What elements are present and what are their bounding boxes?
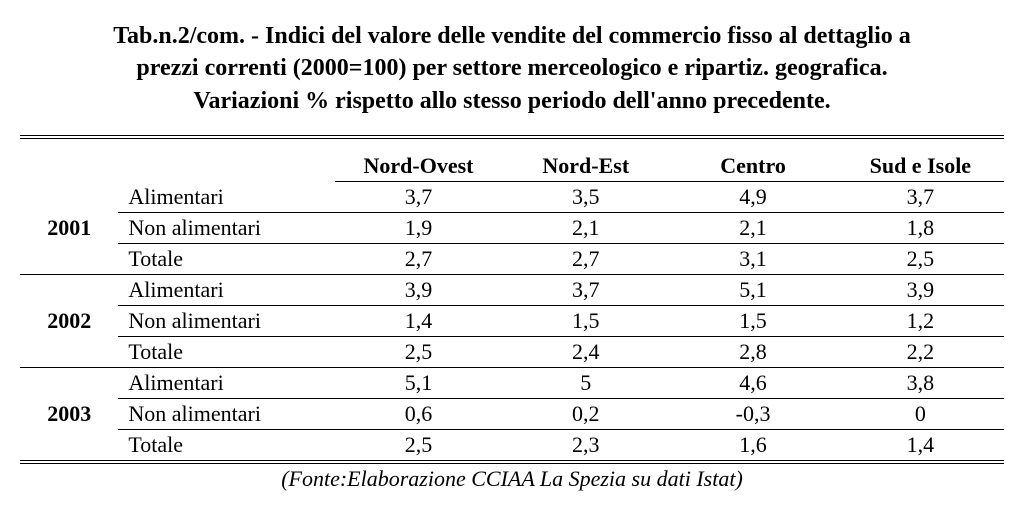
- col-nord-est: Nord-Est: [502, 151, 669, 182]
- cell: 3,9: [837, 275, 1004, 306]
- cell: 2,5: [335, 430, 502, 463]
- cell: 1,2: [837, 306, 1004, 337]
- table-row: 2003 Alimentari 5,1 5 4,6 3,8: [20, 368, 1004, 399]
- col-nord-ovest: Nord-Ovest: [335, 151, 502, 182]
- cell: 2,1: [669, 213, 836, 244]
- cat-totale: Totale: [118, 337, 334, 368]
- cell: 3,7: [335, 182, 502, 213]
- cell: 2,5: [837, 244, 1004, 275]
- cell: 5,1: [669, 275, 836, 306]
- cell: 3,5: [502, 182, 669, 213]
- table-row: Non alimentari 1,4 1,5 1,5 1,2: [20, 306, 1004, 337]
- data-table: Nord-Ovest Nord-Est Centro Sud e Isole 2…: [20, 135, 1004, 464]
- col-sud-isole: Sud e Isole: [837, 151, 1004, 182]
- cell: 2,8: [669, 337, 836, 368]
- table-header-row: Nord-Ovest Nord-Est Centro Sud e Isole: [20, 151, 1004, 182]
- cell: 5,1: [335, 368, 502, 399]
- cat-non-alimentari: Non alimentari: [118, 399, 334, 430]
- cell: 3,1: [669, 244, 836, 275]
- cat-totale: Totale: [118, 244, 334, 275]
- table-row: 2002 Alimentari 3,9 3,7 5,1 3,9: [20, 275, 1004, 306]
- cell: 5: [502, 368, 669, 399]
- cell: 2,3: [502, 430, 669, 463]
- cat-non-alimentari: Non alimentari: [118, 306, 334, 337]
- cell: 2,1: [502, 213, 669, 244]
- title-line-1: Tab.n.2/com. - Indici del valore delle v…: [113, 23, 911, 49]
- cell: 2,2: [837, 337, 1004, 368]
- table-row: Totale 2,7 2,7 3,1 2,5: [20, 244, 1004, 275]
- cat-alimentari: Alimentari: [118, 368, 334, 399]
- cell: 1,8: [837, 213, 1004, 244]
- table-row: Non alimentari 0,6 0,2 -0,3 0: [20, 399, 1004, 430]
- cell: 3,9: [335, 275, 502, 306]
- table-row: 2001 Alimentari 3,7 3,5 4,9 3,7: [20, 182, 1004, 213]
- table-row: Totale 2,5 2,3 1,6 1,4: [20, 430, 1004, 463]
- cell: 3,7: [837, 182, 1004, 213]
- title-line-3: Variazioni % rispetto allo stesso period…: [193, 88, 830, 114]
- cell: 0,6: [335, 399, 502, 430]
- cell: -0,3: [669, 399, 836, 430]
- year-2001: 2001: [20, 182, 118, 275]
- cell: 2,7: [502, 244, 669, 275]
- cell: 2,5: [335, 337, 502, 368]
- cell: 1,4: [335, 306, 502, 337]
- title-line-2: prezzi correnti (2000=100) per settore m…: [136, 55, 887, 81]
- cell: 0,2: [502, 399, 669, 430]
- cat-non-alimentari: Non alimentari: [118, 213, 334, 244]
- table-title: Tab.n.2/com. - Indici del valore delle v…: [20, 20, 1004, 117]
- cell: 2,4: [502, 337, 669, 368]
- cat-alimentari: Alimentari: [118, 182, 334, 213]
- cell: 1,5: [502, 306, 669, 337]
- cell: 4,6: [669, 368, 836, 399]
- cat-totale: Totale: [118, 430, 334, 463]
- cell: 1,4: [837, 430, 1004, 463]
- table-row: Totale 2,5 2,4 2,8 2,2: [20, 337, 1004, 368]
- cell: 3,8: [837, 368, 1004, 399]
- cat-alimentari: Alimentari: [118, 275, 334, 306]
- cell: 1,9: [335, 213, 502, 244]
- table-row: Non alimentari 1,9 2,1 2,1 1,8: [20, 213, 1004, 244]
- cell: 0: [837, 399, 1004, 430]
- table-source: (Fonte:Elaborazione CCIAA La Spezia su d…: [20, 466, 1004, 492]
- year-2003: 2003: [20, 368, 118, 463]
- cell: 1,6: [669, 430, 836, 463]
- cell: 1,5: [669, 306, 836, 337]
- cell: 3,7: [502, 275, 669, 306]
- year-2002: 2002: [20, 275, 118, 368]
- cell: 2,7: [335, 244, 502, 275]
- cell: 4,9: [669, 182, 836, 213]
- col-centro: Centro: [669, 151, 836, 182]
